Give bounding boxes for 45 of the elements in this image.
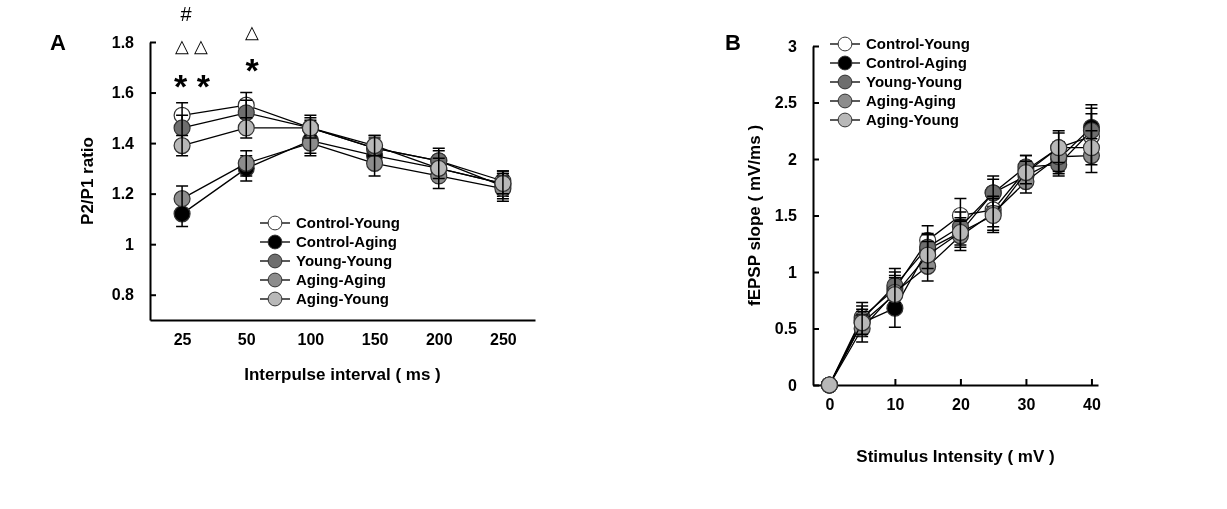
x-axis-title: Stimulus Intensity ( mV ) [856,447,1055,466]
legend-label: Control-Young [866,35,970,53]
x-tick-label: 10 [886,396,905,414]
x-tick-label: 40 [1083,396,1101,414]
y-tick-label: 1.5 [774,207,798,225]
x-tick-label: 50 [237,331,256,349]
legend-label: Young-Young [296,252,393,270]
legend-label: Aging-Aging [866,92,956,110]
legend-label: Control-Young [296,214,400,232]
x-tick-label: 30 [1017,396,1036,414]
x-tick-label: 25 [173,331,192,349]
chart-title: A [50,30,66,55]
y-tick-label: 0.8 [111,286,135,304]
legend-label: Young-Young [866,73,963,91]
y-axis-title: fEPSP slope ( mV/ms ) [745,124,764,307]
legend-label: Control-Aging [866,54,967,72]
x-tick-label: 250 [490,331,517,349]
y-tick-label: 1.8 [111,33,135,51]
annotation: * * [174,66,211,105]
y-tick-label: 0 [788,376,798,394]
y-tick-label: 1 [788,263,798,281]
x-tick-label: 0 [825,396,835,414]
x-axis-title: Interpulse interval ( ms ) [244,365,441,384]
y-tick-label: 3 [788,37,798,55]
annotation: △ △ [175,36,209,57]
y-tick-label: 1.2 [111,185,135,203]
text: # [180,3,193,25]
legend-label: Aging-Young [296,290,390,308]
x-tick-label: 100 [297,331,325,349]
y-tick-label: 2.5 [774,94,798,112]
y-tick-label: 0.5 [774,320,798,338]
x-tick-label: 20 [952,396,970,414]
legend-label: Aging-Aging [296,271,386,289]
text: △ [245,22,259,43]
y-tick-label: 1 [125,235,135,253]
chart-title: B [725,30,741,55]
legend-label: Aging-Young [866,111,960,129]
legend-label: Control-Aging [296,233,397,251]
x-tick-label: 150 [361,331,389,349]
y-tick-label: 1.6 [111,84,135,102]
y-tick-label: 1.4 [111,134,135,152]
x-tick-label: 200 [425,331,453,349]
y-tick-label: 2 [788,150,798,168]
annotation: * [245,50,260,89]
y-axis-title: P2/P1 ratio [78,137,97,225]
